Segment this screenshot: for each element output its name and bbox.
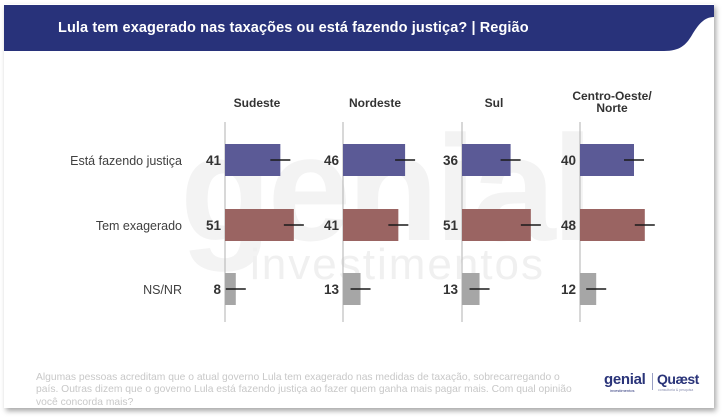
data-label: 40 [561,153,576,168]
category-label: Tem exagerado [96,219,182,233]
data-label: 13 [324,282,340,297]
panel-header: Norte [596,101,628,115]
bar [343,144,406,176]
data-label: 51 [206,218,222,233]
header-banner [4,5,714,51]
genial-logo-sub: investimentos [610,388,635,393]
data-label: 13 [443,282,459,297]
bar [580,209,645,241]
header-background [4,5,714,51]
page-title: Lula tem exagerado nas taxações ou está … [58,20,529,36]
category-label: NS/NR [143,283,182,297]
logos: genial investimentos Quæst consultoria &… [604,371,708,395]
data-label: 46 [324,153,340,168]
logo-separator [652,373,653,390]
category-label: Está fazendo justiça [70,154,182,168]
data-label: 12 [561,282,576,297]
data-label: 8 [213,282,221,297]
genial-logo: genial [604,371,646,388]
bar [462,209,531,241]
survey-question: Algumas pessoas acreditam que o atual go… [36,372,572,408]
data-label: 51 [443,218,459,233]
panel-header: Centro-Oeste/ [572,89,652,103]
panel-header: Sul [485,96,504,110]
panel-header: Nordeste [349,96,401,110]
data-label: 41 [206,153,222,168]
bar [225,209,294,241]
panel-header: Sudeste [234,96,281,110]
quaest-logo: Quæst [657,371,699,387]
data-label: 36 [443,153,459,168]
data-label: 41 [324,218,340,233]
quaest-logo-sub: consultoria & pesquisa [658,388,694,392]
data-label: 48 [561,218,577,233]
slide-frame [4,4,714,408]
